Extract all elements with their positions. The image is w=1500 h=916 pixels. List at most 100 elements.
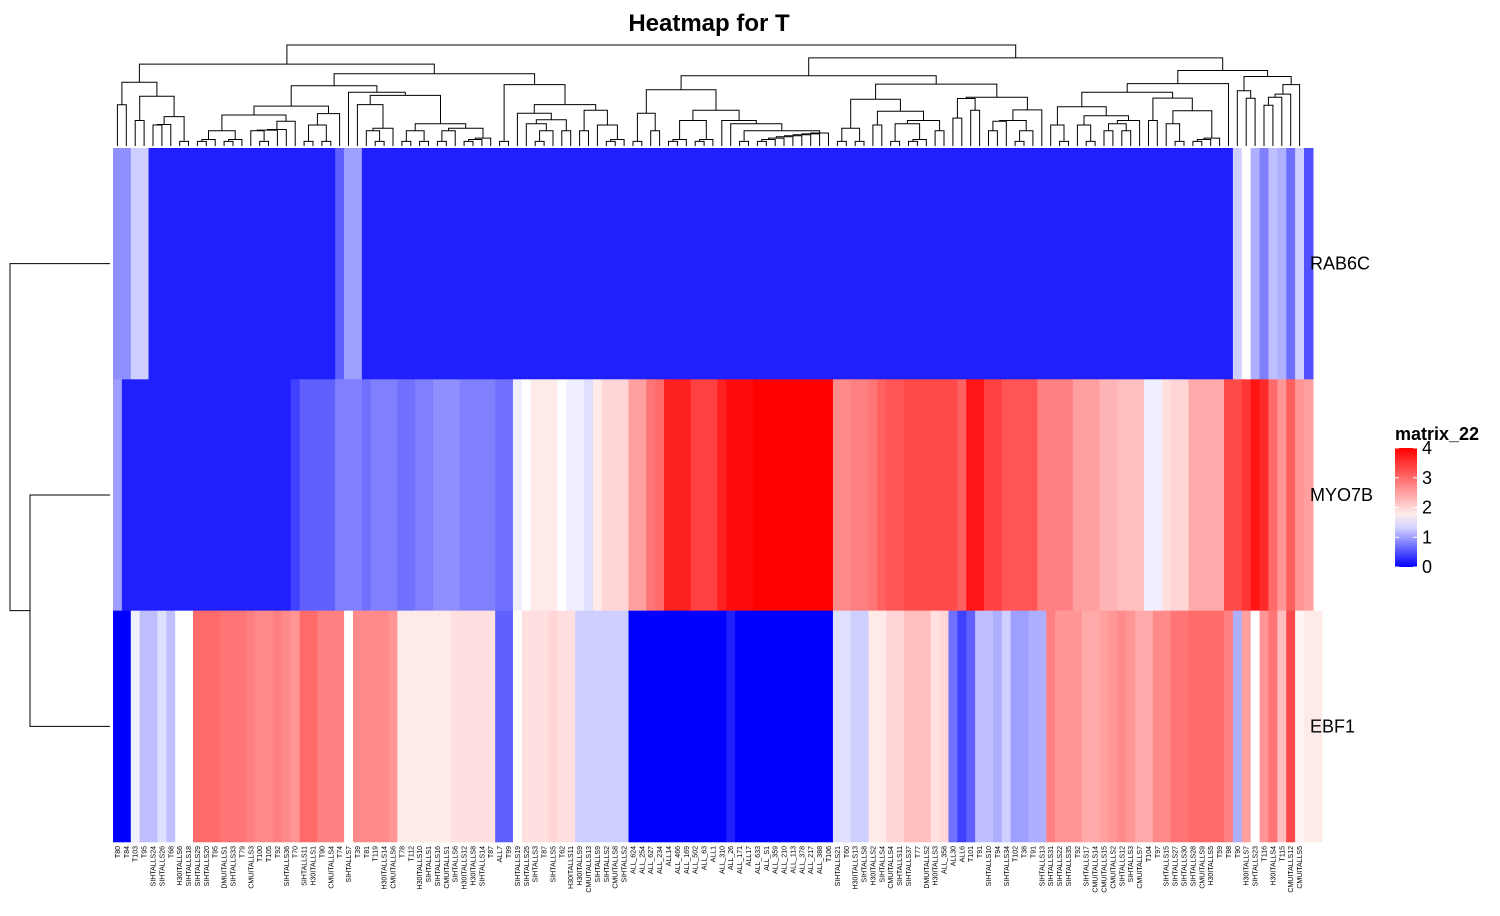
heatmap-cell — [184, 148, 194, 380]
heatmap-cell — [1232, 148, 1243, 380]
heatmap-cell — [637, 148, 647, 380]
heatmap-cell — [139, 148, 150, 380]
heatmap-cell — [130, 610, 141, 843]
heatmap-cell — [1295, 379, 1305, 611]
dendrogram-branch — [934, 130, 945, 146]
column-label: SIHTALLS35 — [1066, 846, 1073, 886]
heatmap-cell — [859, 148, 870, 380]
heatmap-cell — [130, 148, 141, 380]
heatmap-cell — [192, 379, 203, 611]
heatmap-cell — [1304, 379, 1314, 611]
column-label: SIHTALLS11 — [897, 846, 904, 886]
heatmap-cell — [1215, 610, 1225, 843]
heatmap-cell — [1268, 148, 1278, 380]
column-label: ALL17 — [746, 846, 753, 866]
heatmap-cell — [406, 379, 416, 611]
column-label: SIHTALLS3 — [533, 846, 540, 883]
heatmap-cell — [850, 379, 861, 611]
heatmap-cell — [272, 148, 283, 380]
dendrogram-branch — [534, 140, 545, 146]
column-label: T98 — [1226, 846, 1233, 858]
heatmap-cell — [788, 148, 798, 380]
heatmap-cell — [1001, 148, 1012, 380]
heatmap-cell — [877, 379, 887, 611]
heatmap-cell — [148, 610, 159, 843]
heatmap-cell — [1072, 379, 1083, 611]
heatmap-cell — [904, 148, 914, 380]
column-label: T106 — [826, 846, 833, 862]
column-label: SIHTALLS21 — [835, 846, 842, 886]
heatmap-cell — [130, 379, 141, 611]
heatmap-cell — [539, 379, 550, 611]
dendrogram-branch — [583, 109, 608, 131]
heatmap-cell — [975, 379, 985, 611]
heatmap-cell — [415, 148, 425, 380]
heatmap-cell — [157, 610, 167, 843]
heatmap-cell — [184, 379, 194, 611]
legend-title: matrix_22 — [1395, 424, 1479, 444]
heatmap-cell — [592, 148, 603, 380]
heatmap-cell — [308, 610, 319, 843]
dendrogram-branch — [308, 124, 327, 142]
column-label: CMUITALLS3 — [248, 846, 255, 889]
dendrogram-branch — [1085, 140, 1096, 146]
heatmap-cell — [557, 148, 567, 380]
heatmap-cell — [1072, 610, 1083, 843]
dendrogram-branch — [894, 123, 921, 142]
heatmap-cell — [361, 610, 372, 843]
heatmap-cell — [1250, 379, 1261, 611]
column-label: SIHTALLS8 — [862, 846, 869, 883]
heatmap-cell — [1152, 379, 1163, 611]
dendrogram-branch — [116, 104, 127, 146]
column-label: ALL_624 — [631, 846, 638, 874]
heatmap-cell — [584, 379, 594, 611]
heatmap-cell — [1197, 148, 1207, 380]
column-label: ALL_26 — [728, 846, 735, 870]
dendrogram-branch — [163, 116, 185, 142]
heatmap-cell — [592, 610, 603, 843]
heatmap-cell — [290, 148, 301, 380]
heatmap-cell — [352, 379, 363, 611]
dendrogram-branch — [730, 123, 783, 146]
heatmap-cell — [566, 610, 576, 843]
column-label: SIHTALLS26 — [159, 846, 166, 886]
heatmap-cell — [432, 379, 443, 611]
heatmap-cell — [530, 379, 541, 611]
heatmap-cell — [904, 610, 914, 843]
column-label: H30ITALLS4 — [1270, 846, 1277, 886]
dendrogram-branch — [1148, 120, 1158, 146]
column-label: ALL_171 — [737, 846, 744, 874]
column-label: SIHTALLS5 — [551, 846, 558, 883]
dendrogram-branch — [333, 73, 536, 86]
column-label: SIHTALLS23 — [1253, 846, 1260, 886]
heatmap-cell — [717, 148, 727, 380]
column-label: SIHTALLS24 — [151, 846, 158, 886]
heatmap-cell — [770, 148, 781, 380]
heatmap-cell — [228, 610, 239, 843]
heatmap-cell — [1028, 379, 1038, 611]
heatmap-cell — [139, 379, 150, 611]
column-label: T81 — [364, 846, 371, 858]
heatmap-cell — [397, 148, 407, 380]
heatmap-cell — [424, 610, 434, 843]
column-label: DMUITALLS1 — [222, 846, 229, 889]
heatmap-cell — [432, 148, 443, 380]
row-dendrogram — [9, 263, 110, 727]
heatmap-cell — [957, 610, 967, 843]
column-label: H30ITALLS6 — [177, 846, 184, 886]
heatmap-cell — [770, 610, 781, 843]
heatmap-cell — [441, 379, 452, 611]
heatmap-cell — [521, 610, 532, 843]
heatmap-cell — [726, 148, 736, 380]
heatmap-cell — [370, 379, 381, 611]
heatmap-cell — [1277, 379, 1287, 611]
heatmap-cell — [210, 148, 221, 380]
heatmap-cell — [299, 148, 310, 380]
dendrogram-branch — [680, 75, 937, 90]
heatmap-cell — [655, 610, 665, 843]
heatmap-cell — [1090, 148, 1101, 380]
heatmap-cell — [388, 379, 399, 611]
heatmap-cell — [984, 379, 994, 611]
heatmap-cell — [1152, 610, 1163, 843]
heatmap-cell — [984, 610, 994, 843]
